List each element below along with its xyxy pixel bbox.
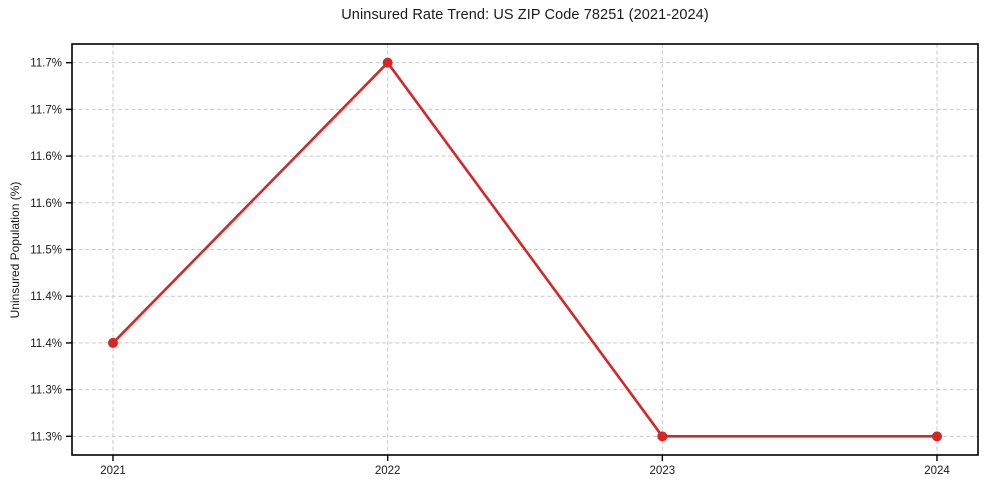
chart-title: Uninsured Rate Trend: US ZIP Code 78251 … (341, 7, 709, 23)
y-tick-label: 11.5% (30, 245, 62, 257)
x-tick-label: 2024 (924, 465, 950, 477)
trend-line (111, 61, 939, 438)
y-tick-label: 11.3% (30, 431, 62, 443)
y-tick-label: 11.6% (30, 151, 62, 163)
y-tick-label: 11.7% (30, 104, 62, 116)
y-tick-label: 11.3% (30, 385, 62, 397)
data-point-marker (932, 431, 942, 442)
y-tick-label: 11.7% (30, 58, 62, 70)
x-tick-label: 2022 (375, 465, 401, 477)
y-tick-label: 11.4% (30, 291, 62, 303)
data-point-marker (382, 57, 393, 68)
x-tick-label: 2021 (100, 465, 126, 477)
y-tick-label: 11.4% (30, 338, 62, 350)
data-point-marker (108, 337, 118, 348)
x-tick-label: 2023 (650, 465, 676, 477)
data-point-marker (657, 431, 668, 442)
y-tick-label: 11.6% (30, 198, 62, 210)
